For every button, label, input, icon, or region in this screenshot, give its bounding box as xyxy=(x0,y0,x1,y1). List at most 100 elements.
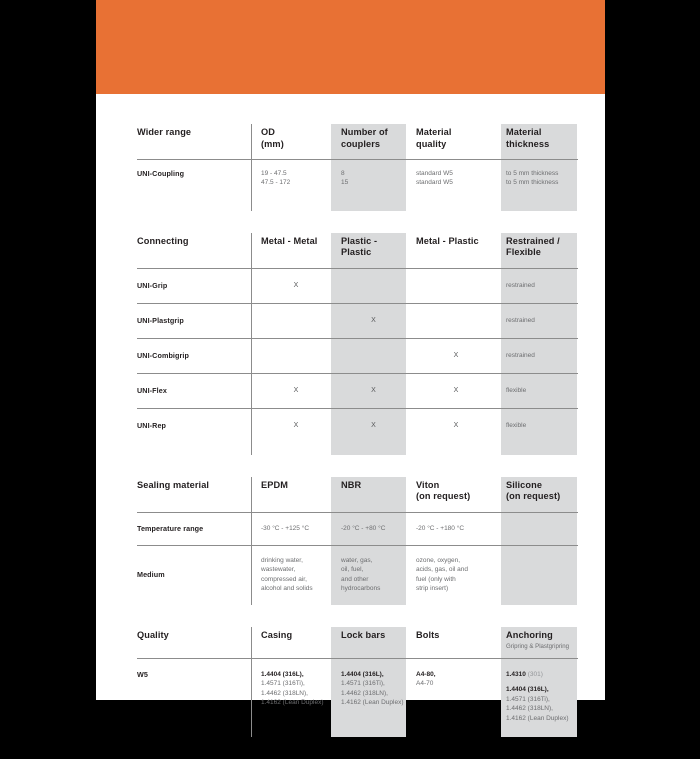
cell-value: restrained xyxy=(506,281,535,289)
row-label: UNI-Flex xyxy=(137,385,167,395)
cell-value: to 5 mm thickness xyxy=(506,179,559,187)
cell-mark: X xyxy=(371,316,376,324)
row-label: UNI-Coupling xyxy=(137,169,185,178)
cell-value: and other xyxy=(341,575,369,583)
table-row: UNI-Flex X X X flexible xyxy=(137,374,578,408)
cell-value: 15 xyxy=(341,179,349,187)
cell-value-anchor-primary: 1.4310 (301) xyxy=(506,670,543,678)
table-connecting: Connecting Metal - Metal Plastic - Plast… xyxy=(137,232,578,455)
cell-value: 1.4462 (318LN), xyxy=(506,705,553,713)
cell-value: restrained xyxy=(506,316,535,324)
table-header-row: Connecting Metal - Metal Plastic - Plast… xyxy=(137,233,578,268)
col-header-5: Material xyxy=(506,127,542,137)
vertical-rule xyxy=(251,476,252,606)
cell-value: 1.4162 (Lean Duplex) xyxy=(261,699,324,707)
cell-mark: X xyxy=(293,281,299,289)
cell-value: wastewater, xyxy=(261,566,296,574)
col-header-1: Connecting xyxy=(137,235,189,246)
vertical-rule xyxy=(251,232,252,455)
table-row: UNI-Rep X X X flexible xyxy=(137,409,578,443)
tables-container: Wider range OD (mm) Number of couplers Mat… xyxy=(137,124,578,759)
cell-value: restrained xyxy=(506,351,535,359)
cell-mark: X xyxy=(453,421,459,429)
col-header-5: Silicone xyxy=(506,479,543,490)
cell-value: to 5 mm thickness xyxy=(506,170,559,177)
col-header-5-line2: (on request) xyxy=(506,491,561,502)
table-row: UNI-Combigrip X restrained xyxy=(137,339,578,373)
row-label: Medium xyxy=(137,569,165,579)
cell-value: A4-80, xyxy=(416,670,436,678)
cell-value: 1.4162 (Lean Duplex) xyxy=(506,714,569,722)
cell-mark: X xyxy=(453,351,459,359)
col-header-1: Wider range xyxy=(137,127,192,137)
document-page: Wider range OD (mm) Number of couplers Mat… xyxy=(96,0,605,737)
cell-value: 1.4571 (316Ti), xyxy=(261,680,305,688)
cell-value: 8 xyxy=(341,170,345,177)
cell-value: ozone, oxygen, xyxy=(416,556,461,564)
cell-value: acids, gas, oil and xyxy=(416,566,469,574)
table-header-row: Quality Casing Lock bars Bolts Anchoring… xyxy=(137,627,578,658)
cell-value: 1.4462 (318LN), xyxy=(341,689,388,697)
cell-mark: X xyxy=(371,386,376,394)
cell-value: standard W5 xyxy=(416,170,453,177)
col-header-3-line2: couplers xyxy=(341,138,381,149)
col-header-5-line2: Flexible xyxy=(506,247,542,258)
cell-value: oil, fuel, xyxy=(341,566,364,574)
row-label: UNI-Combigrip xyxy=(137,350,190,360)
col-header-2: OD xyxy=(261,127,275,137)
col-header-3: Plastic - Plastic xyxy=(341,235,378,258)
col-header-1: Sealing material xyxy=(137,479,210,490)
col-header-3: Number of xyxy=(341,127,388,137)
row-label: Temperature range xyxy=(137,523,204,533)
table-row: UNI-Coupling 19 - 47.5 47.5 - 172 8 15 sta… xyxy=(137,160,578,197)
cell-value: 1.4571 (316Ti), xyxy=(506,695,550,703)
table-row: UNI-Grip X restrained xyxy=(137,269,578,303)
col-header-4: Material xyxy=(416,127,452,137)
table-row: Temperature range -30 °C - +125 °C -20 °… xyxy=(137,513,578,545)
row-label: UNI-Plastgrip xyxy=(137,315,184,325)
grey-column-5 xyxy=(501,124,577,211)
grey-column-5 xyxy=(501,232,577,455)
col-header-5: Restrained / xyxy=(506,235,560,246)
cell-value: fuel (only with xyxy=(416,575,456,583)
col-header-3: Lock bars xyxy=(341,630,386,641)
col-header-3: NBR xyxy=(341,479,362,490)
cell-value: 47.5 - 172 xyxy=(261,179,291,187)
cell-value: 19 - 47.5 xyxy=(261,170,287,177)
table-row: UNI-Plastgrip X restrained xyxy=(137,304,578,338)
table-header-row: Sealing material EPDM NBR Viton (on reque… xyxy=(137,477,578,512)
col-header-2: Metal - Metal xyxy=(261,235,318,246)
cell-value: strip insert) xyxy=(416,585,449,593)
cell-value: 1.4404 (316L), xyxy=(341,670,384,678)
col-header-4-line2: (on request) xyxy=(416,491,471,502)
cell-mark: X xyxy=(293,386,299,394)
col-header-4: Metal - Plastic xyxy=(416,235,479,246)
grey-column-3 xyxy=(331,232,406,455)
cell-value: alcohol and solids xyxy=(261,585,313,593)
cell-value: standard W5 xyxy=(416,179,453,187)
cell-value: -20 °C - +80 °C xyxy=(341,524,386,532)
table-header-row: Wider range OD (mm) Number of couplers Mat… xyxy=(137,124,578,159)
cell-value: 1.4404 (316L), xyxy=(261,670,304,678)
cell-value: compressed air, xyxy=(261,575,307,583)
col-header-5: Anchoring xyxy=(506,630,553,641)
cell-value: hydrocarbons xyxy=(341,585,381,593)
vertical-rule xyxy=(251,627,252,737)
grey-column-3 xyxy=(331,124,406,211)
cell-value: A4-70 xyxy=(416,680,434,688)
col-header-5-line2: thickness xyxy=(506,138,550,149)
cell-mark: X xyxy=(371,421,376,429)
col-header-4: Viton xyxy=(416,479,440,490)
cell-value xyxy=(506,556,572,557)
cell-value: 1.4462 (318LN), xyxy=(261,689,308,697)
col-header-2: Casing xyxy=(261,630,293,641)
grey-column-5 xyxy=(501,476,577,606)
col-header-4: Bolts xyxy=(416,630,440,641)
grey-column-3 xyxy=(331,476,406,606)
vertical-rule xyxy=(251,124,252,211)
cell-value: -20 °C - +180 °C xyxy=(416,524,465,532)
cell-value: flexible xyxy=(506,421,527,429)
table-sealing-material: Sealing material EPDM NBR Viton (on reque… xyxy=(137,476,578,606)
row-label: UNI-Grip xyxy=(137,280,168,290)
table-wider-range: Wider range OD (mm) Number of couplers Mat… xyxy=(137,124,578,211)
